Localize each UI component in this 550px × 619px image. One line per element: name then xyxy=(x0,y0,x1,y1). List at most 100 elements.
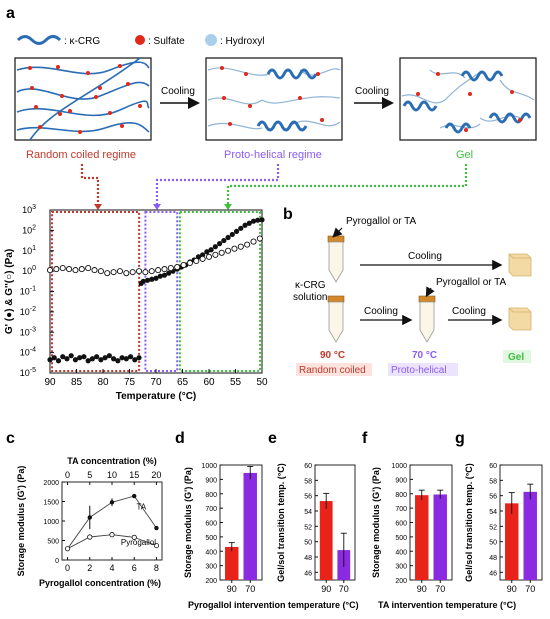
x-tick-label: 90 xyxy=(417,584,427,594)
tube-icon xyxy=(418,295,436,343)
y-tick-label: 800 xyxy=(395,492,407,499)
panel-letter-g: g xyxy=(455,430,465,447)
data-point-gprime xyxy=(208,247,214,253)
y-tick-label: 1500 xyxy=(43,500,59,507)
x-tick-label: 85 xyxy=(71,377,83,388)
y-tick-label: 900 xyxy=(205,477,217,484)
proto-regime-box xyxy=(144,211,179,372)
additive-label-top: Pyrogallol or TA xyxy=(346,216,417,227)
y-tick-label: 300 xyxy=(395,564,407,571)
x2-tick-label: 0 xyxy=(65,470,70,480)
y-tick-label: 0 xyxy=(55,558,59,565)
panel-letter-c: c xyxy=(6,430,15,447)
plot-frame xyxy=(499,464,543,581)
data-point-gprime xyxy=(115,358,121,364)
y-tick-label: 48 xyxy=(304,555,312,562)
y-tick-label: 58 xyxy=(489,478,497,485)
sulfate-legend-icon xyxy=(135,35,145,45)
y-tick-label: 700 xyxy=(395,506,407,513)
rheology-chart: 90 85 80 75 70 65 60 55 50 10-5 10-4 10-3 10-2 10-1 10… xyxy=(4,204,268,402)
temp-90-label: 90 °C xyxy=(320,350,345,361)
y-tick-label: 54 xyxy=(489,509,497,516)
y-tick-label: 600 xyxy=(205,521,217,528)
data-point-gprime xyxy=(144,277,151,283)
x-tick-label: 90 xyxy=(227,584,237,594)
cooling-label-right: Cooling xyxy=(452,306,486,317)
x-tick-label: 2 xyxy=(87,563,92,573)
connector-arrowheads xyxy=(94,204,232,210)
data-point-gprime xyxy=(225,234,231,241)
data-point-gprime xyxy=(72,357,79,363)
data-point-gprime xyxy=(94,354,100,360)
x-tick-label: 0 xyxy=(65,563,70,573)
bar-70 xyxy=(433,494,447,580)
y-tick-label: 200 xyxy=(205,578,217,585)
gel-network-schematic xyxy=(399,57,537,141)
data-point-gdoubleprime xyxy=(142,269,149,276)
x-tick-label: 4 xyxy=(109,563,114,573)
x2-axis-label: TA concentration (%) xyxy=(67,456,157,466)
data-point-ta xyxy=(132,493,137,499)
cooling-arrow-label-2: Cooling xyxy=(355,86,389,97)
x2-tick-label: 5 xyxy=(87,470,92,480)
panel-letter-e: e xyxy=(268,430,277,447)
data-point-gprime xyxy=(229,231,235,238)
y-tick-label: 2000 xyxy=(43,480,59,487)
y-tick-label: 100 xyxy=(22,265,36,276)
panel-letter-b: b xyxy=(283,206,293,223)
y-tick-label: 300 xyxy=(205,564,217,571)
data-point-gdoubleprime xyxy=(218,249,225,256)
data-point-gdoubleprime xyxy=(167,265,174,272)
data-point-gprime xyxy=(246,220,252,226)
regime-proto-label: Proto-helical regime xyxy=(224,149,322,161)
data-point-gdoubleprime xyxy=(193,257,200,264)
data-point-gdoubleprime xyxy=(135,268,143,275)
data-point-gprime xyxy=(221,237,227,244)
data-point-gprime xyxy=(132,357,138,363)
y-tick-label: 10-4 xyxy=(20,347,36,358)
data-point-gdoubleprime xyxy=(110,269,117,276)
y-tick-label: 600 xyxy=(395,521,407,528)
data-point-gdoubleprime xyxy=(78,266,85,273)
y-tick-label: 1000 xyxy=(391,463,407,470)
y-tick-label: 10-3 xyxy=(20,326,36,337)
data-point-gprime xyxy=(217,241,223,247)
bar-90 xyxy=(225,546,239,580)
data-point-gdoubleprime xyxy=(46,267,54,274)
data-point-gprime xyxy=(157,273,163,279)
data-point-gprime xyxy=(250,218,257,224)
x-axis-label: TA intervention temperature (°C) xyxy=(378,600,516,610)
y-tick-label: 1000 xyxy=(43,519,59,526)
y-axis-label: Storage modulus (G') (Pa) xyxy=(183,467,193,578)
y-tick-label: 10-5 xyxy=(20,367,36,378)
data-point-gprime xyxy=(111,356,117,362)
y-tick-label: 103 xyxy=(22,204,36,215)
cooling-arrow-label-1: Cooling xyxy=(161,86,195,97)
y-tick-label: 101 xyxy=(22,245,36,256)
y-tick-label: 50 xyxy=(304,540,312,547)
gel-regime-box xyxy=(178,211,262,372)
data-point-gdoubleprime xyxy=(174,263,181,271)
data-point-gdoubleprime xyxy=(205,253,213,260)
chart-g: 46 48 50 52 54 56 58 60 90 70 Gel/sol transition t… xyxy=(464,463,543,594)
data-point-gprime xyxy=(242,222,248,228)
bar-70 xyxy=(243,472,257,580)
data-point-gdoubleprime xyxy=(199,255,206,262)
regime-gel-label: Gel xyxy=(456,149,473,161)
x-axis-label: Temperature (°C) xyxy=(116,391,197,402)
proto-helical-schematic xyxy=(205,57,343,141)
plot-frame xyxy=(61,481,163,561)
random-coil-schematic xyxy=(14,57,152,141)
data-point-gdoubleprime xyxy=(155,267,162,274)
data-point-gprime xyxy=(153,275,159,281)
x2-tick-label: 20 xyxy=(151,470,161,480)
data-point-gdoubleprime xyxy=(256,235,263,242)
y-tick-label: 60 xyxy=(304,463,312,470)
data-point-gdoubleprime xyxy=(85,265,92,272)
data-point-ta xyxy=(109,500,115,505)
tube-icon xyxy=(327,235,345,283)
y-tick-label: 800 xyxy=(205,492,217,499)
x-tick-label: 70 xyxy=(525,584,535,594)
kcrg-legend-icon xyxy=(16,35,62,45)
